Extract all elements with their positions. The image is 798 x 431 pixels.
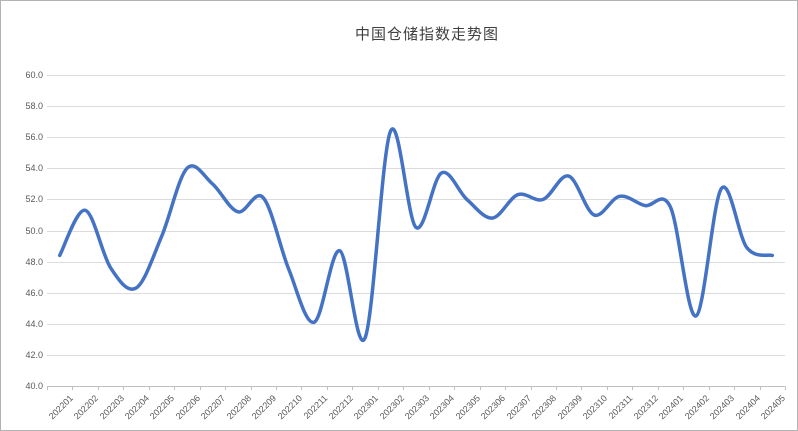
y-axis-tick-label: 58.0 <box>25 101 43 112</box>
y-axis-tick-label: 56.0 <box>25 132 43 143</box>
y-axis-tick-label: 40.0 <box>25 381 43 391</box>
series-line <box>57 127 775 343</box>
y-axis-tick-label: 48.0 <box>25 256 43 267</box>
y-axis-tick-label: 60.0 <box>25 70 43 80</box>
y-axis-tick-label: 46.0 <box>25 287 43 298</box>
y-axis-tick-label: 44.0 <box>25 318 43 329</box>
y-axis-tick-label: 42.0 <box>25 349 43 360</box>
y-axis-tick-label: 50.0 <box>25 225 43 236</box>
y-axis-tick-label: 54.0 <box>25 163 43 174</box>
y-axis-tick-label: 52.0 <box>25 194 43 205</box>
chart-title: 中国仓储指数走势图 <box>354 27 499 43</box>
